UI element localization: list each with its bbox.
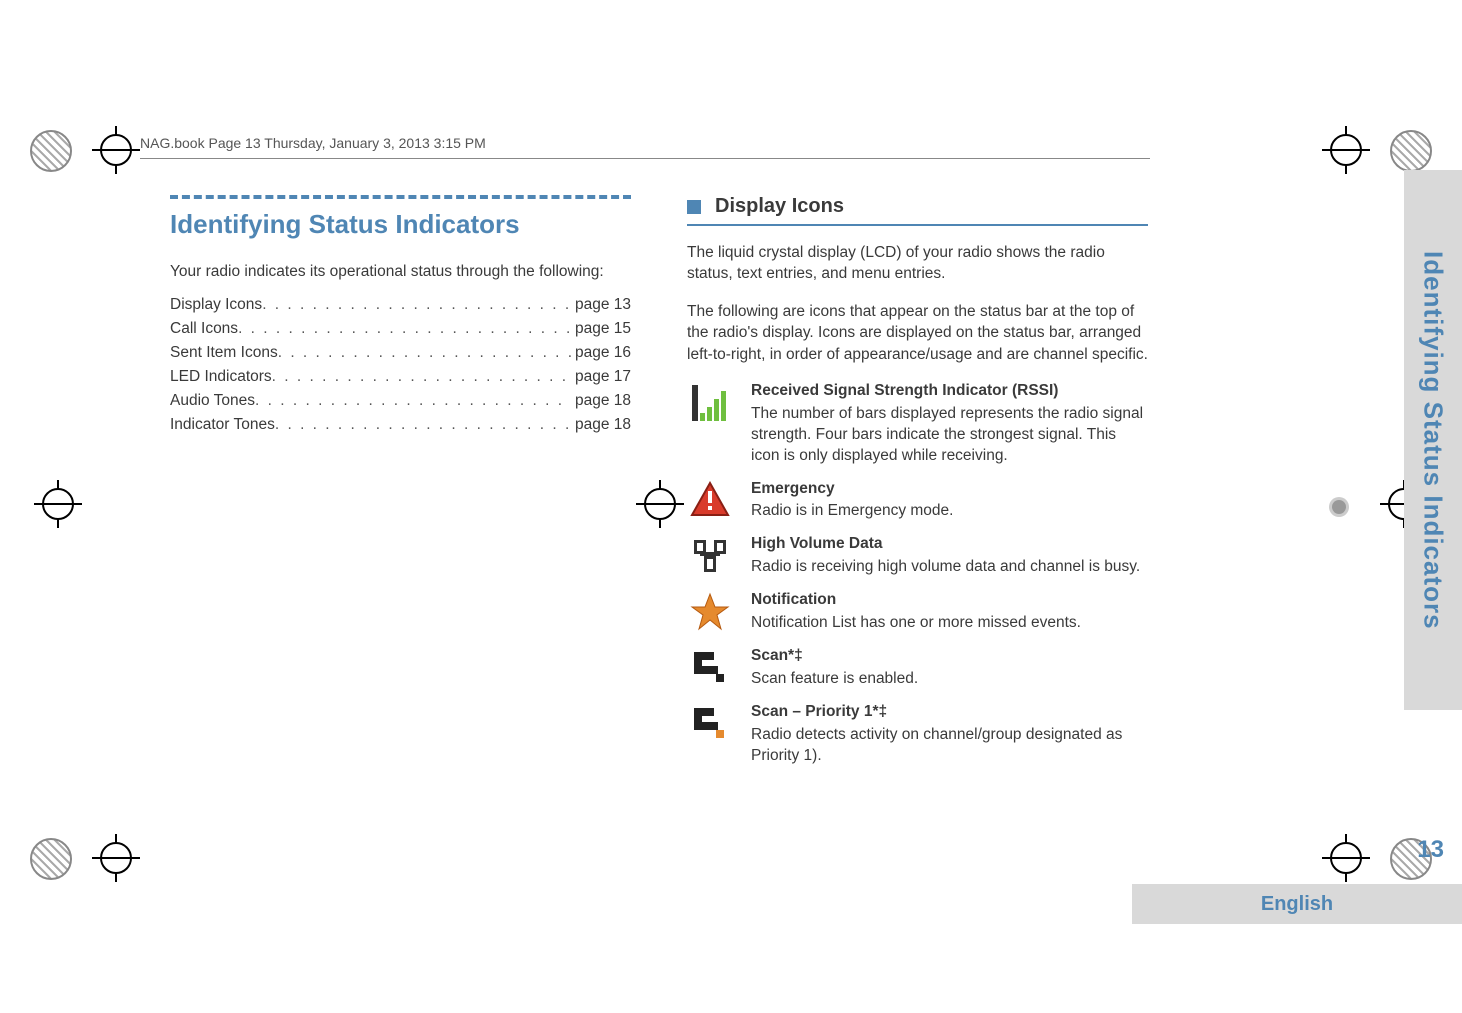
- print-dot: [1332, 500, 1346, 514]
- print-crosshair: [92, 834, 140, 882]
- toc-page: page 15: [571, 317, 631, 341]
- header-note: NAG.book Page 13 Thursday, January 3, 20…: [140, 135, 486, 151]
- icon-item: Received Signal Strength Indicator (RSSI…: [687, 381, 1148, 467]
- icon-item-title: Emergency: [751, 479, 1148, 500]
- toc-label: Indicator Tones: [170, 413, 275, 437]
- paragraph: The liquid crystal display (LCD) of your…: [687, 242, 1148, 285]
- icon-item-text: Notification List has one or more missed…: [751, 614, 1081, 631]
- emergency-icon: [687, 479, 733, 523]
- icon-item-body: High Volume Data Radio is receiving high…: [751, 534, 1148, 578]
- high-volume-data-icon: [687, 534, 733, 578]
- icon-item: Notification Notification List has one o…: [687, 590, 1148, 634]
- icon-item: Emergency Radio is in Emergency mode.: [687, 479, 1148, 523]
- section-title: Identifying Status Indicators: [170, 209, 631, 240]
- toc-label: Sent Item Icons: [170, 341, 278, 365]
- toc-leader-dots: [238, 317, 571, 341]
- icon-item-title: High Volume Data: [751, 534, 1148, 555]
- toc-page: page 18: [571, 389, 631, 413]
- icon-item-body: Emergency Radio is in Emergency mode.: [751, 479, 1148, 523]
- page-content: Identifying Status Indicators Your radio…: [170, 195, 1148, 779]
- print-mark-circle: [30, 130, 72, 172]
- toc-page: page 13: [571, 293, 631, 317]
- footer-language-bar: English: [1132, 884, 1462, 924]
- toc-label: Display Icons: [170, 293, 262, 317]
- print-crosshair: [1322, 126, 1370, 174]
- toc-leader-dots: [278, 341, 571, 365]
- icon-item-text: Radio is receiving high volume data and …: [751, 558, 1140, 575]
- subsection-heading-row: Display Icons: [687, 195, 1148, 218]
- icon-item: High Volume Data Radio is receiving high…: [687, 534, 1148, 578]
- print-mark-circle: [1390, 130, 1432, 172]
- side-tab-label: Identifying Status Indicators: [1418, 251, 1449, 630]
- toc-leader-dots: [255, 389, 571, 413]
- toc-line: Indicator Tones page 18: [170, 413, 631, 437]
- subsection-heading: Display Icons: [715, 195, 844, 218]
- toc-line: Display Icons page 13: [170, 293, 631, 317]
- icon-item-body: Received Signal Strength Indicator (RSSI…: [751, 381, 1148, 467]
- side-tab: Identifying Status Indicators: [1404, 170, 1462, 710]
- header-rule: [140, 158, 1150, 159]
- rssi-icon: [687, 381, 733, 467]
- print-mark-circle: [30, 838, 72, 880]
- scan-icon: [687, 646, 733, 690]
- toc-line: LED Indicators page 17: [170, 365, 631, 389]
- icon-item-title: Notification: [751, 590, 1148, 611]
- section-intro: Your radio indicates its operational sta…: [170, 262, 631, 283]
- icon-item-text: Scan feature is enabled.: [751, 670, 918, 687]
- scan-priority-1-icon: [687, 702, 733, 767]
- icon-item: Scan*‡ Scan feature is enabled.: [687, 646, 1148, 690]
- icon-item-body: Scan*‡ Scan feature is enabled.: [751, 646, 1148, 690]
- icon-item: Scan – Priority 1*‡ Radio detects activi…: [687, 702, 1148, 767]
- toc-page: page 18: [571, 413, 631, 437]
- subsection-rule: [687, 224, 1148, 226]
- toc-line: Audio Tones page 18: [170, 389, 631, 413]
- right-column: Display Icons The liquid crystal display…: [687, 195, 1148, 779]
- page-number: 13: [1417, 836, 1444, 864]
- print-crosshair: [92, 126, 140, 174]
- icon-item-body: Scan – Priority 1*‡ Radio detects activi…: [751, 702, 1148, 767]
- icon-item-title: Scan*‡: [751, 646, 1148, 667]
- toc-label: Audio Tones: [170, 389, 255, 413]
- print-crosshair: [1322, 834, 1370, 882]
- toc-leader-dots: [262, 293, 571, 317]
- toc-label: LED Indicators: [170, 365, 272, 389]
- toc-line: Sent Item Icons page 16: [170, 341, 631, 365]
- toc-label: Call Icons: [170, 317, 238, 341]
- notification-icon: [687, 590, 733, 634]
- subsection-bullet-icon: [687, 200, 701, 214]
- section-dashed-rule: [170, 195, 631, 199]
- toc-leader-dots: [275, 413, 571, 437]
- icon-item-text: Radio detects activity on channel/group …: [751, 726, 1122, 764]
- icon-item-text: The number of bars displayed represents …: [751, 405, 1143, 464]
- left-column: Identifying Status Indicators Your radio…: [170, 195, 631, 779]
- icon-item-body: Notification Notification List has one o…: [751, 590, 1148, 634]
- icon-item-title: Received Signal Strength Indicator (RSSI…: [751, 381, 1148, 402]
- print-crosshair-center: [34, 480, 82, 528]
- toc-line: Call Icons page 15: [170, 317, 631, 341]
- icon-item-title: Scan – Priority 1*‡: [751, 702, 1148, 723]
- footer-language-label: English: [1261, 893, 1333, 916]
- toc-leader-dots: [272, 365, 571, 389]
- toc-page: page 16: [571, 341, 631, 365]
- paragraph: The following are icons that appear on t…: [687, 301, 1148, 365]
- toc-page: page 17: [571, 365, 631, 389]
- icon-item-text: Radio is in Emergency mode.: [751, 502, 953, 519]
